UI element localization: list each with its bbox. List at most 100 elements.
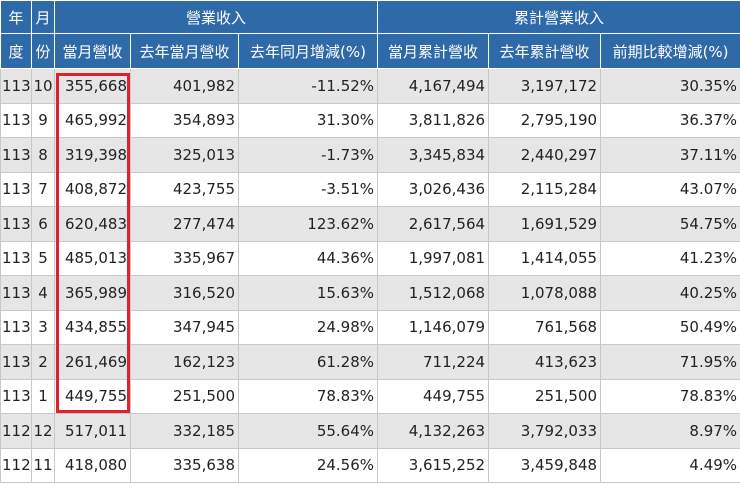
cell-month: 2 [31, 344, 55, 380]
header-year-bottom: 度 [0, 33, 32, 69]
cell-yoy-change: 78.83% [237, 378, 379, 414]
cell-month: 6 [31, 206, 55, 242]
table-row: 113 6 620,483 277,474 123.62% 2,617,564 1,691,… [0, 206, 740, 242]
table-row: 113 8 319,398 325,013 -1.73% 3,345,834 2,440,2… [0, 137, 740, 173]
cell-year: 113 [0, 344, 32, 380]
cell-last-year-monthly-revenue: 401,982 [130, 68, 239, 104]
cell-monthly-revenue: 434,855 [54, 309, 131, 345]
table-row: 112 11 418,080 335,638 24.56% 3,615,252 3,459,… [0, 447, 740, 483]
cell-month: 3 [31, 309, 55, 345]
table-row: 113 7 408,872 423,755 -3.51% 3,026,436 2,115,2… [0, 171, 740, 207]
cell-last-year-cumulative: 2,440,297 [488, 137, 602, 173]
cell-last-year-cumulative: 1,414,055 [488, 240, 602, 276]
cell-yoy-change: 31.30% [237, 102, 379, 138]
cell-monthly-revenue: 408,872 [54, 171, 131, 207]
cell-cumulative-change: 8.97% [600, 413, 740, 449]
cell-cumulative-change: 54.75% [600, 206, 740, 242]
cell-last-year-monthly-revenue: 423,755 [130, 171, 239, 207]
cell-last-year-monthly-revenue: 332,185 [130, 413, 239, 449]
cell-last-year-cumulative: 3,459,848 [488, 447, 602, 483]
cell-yoy-change: 15.63% [237, 275, 379, 311]
cell-yoy-change: 24.56% [237, 447, 379, 483]
cell-cumulative-revenue: 3,615,252 [377, 447, 490, 483]
cell-cumulative-change: 40.25% [600, 275, 740, 311]
cell-last-year-monthly-revenue: 277,474 [130, 206, 239, 242]
cell-last-year-monthly-revenue: 162,123 [130, 344, 239, 380]
header-col-cumulative-change: 前期比較增減(%) [600, 33, 740, 69]
cell-last-year-cumulative: 413,623 [488, 344, 602, 380]
cell-month: 9 [31, 102, 55, 138]
cell-monthly-revenue: 365,989 [54, 275, 131, 311]
cell-monthly-revenue: 449,755 [54, 378, 131, 414]
cell-month: 5 [31, 240, 55, 276]
cell-year: 112 [0, 413, 32, 449]
header-year-top: 年 [0, 0, 32, 34]
header-col-yoy-change: 去年同月增減(%) [237, 33, 379, 69]
table-row: 113 4 365,989 316,520 15.63% 1,512,068 1,078,0… [0, 275, 740, 311]
cell-month: 1 [31, 378, 55, 414]
cell-last-year-cumulative: 1,078,088 [488, 275, 602, 311]
cell-last-year-cumulative: 761,568 [488, 309, 602, 345]
cell-cumulative-revenue: 3,026,436 [377, 171, 490, 207]
cell-yoy-change: 123.62% [237, 206, 379, 242]
cell-cumulative-change: 36.37% [600, 102, 740, 138]
cell-cumulative-revenue: 1,146,079 [377, 309, 490, 345]
table-body: 113 10 355,668 401,982 -11.52% 4,167,494 3,197… [0, 68, 740, 483]
cell-cumulative-change: 41.23% [600, 240, 740, 276]
cell-monthly-revenue: 261,469 [54, 344, 131, 380]
cell-cumulative-revenue: 3,811,826 [377, 102, 490, 138]
cell-last-year-monthly-revenue: 251,500 [130, 378, 239, 414]
cell-year: 113 [0, 68, 32, 104]
cell-last-year-cumulative: 3,197,172 [488, 68, 602, 104]
cell-cumulative-change: 43.07% [600, 171, 740, 207]
cell-month: 8 [31, 137, 55, 173]
cell-yoy-change: 44.36% [237, 240, 379, 276]
cell-last-year-monthly-revenue: 335,967 [130, 240, 239, 276]
cell-yoy-change: -11.52% [237, 68, 379, 104]
table-row: 113 1 449,755 251,500 78.83% 449,755 251,500 78… [0, 378, 740, 414]
header-col-last-year-monthly-revenue: 去年當月營收 [130, 33, 239, 69]
table-row: 112 12 517,011 332,185 55.64% 4,132,263 3,792,… [0, 413, 740, 449]
cell-last-year-monthly-revenue: 325,013 [130, 137, 239, 173]
table-row: 113 9 465,992 354,893 31.30% 3,811,826 2,795,1… [0, 102, 740, 138]
cell-monthly-revenue: 517,011 [54, 413, 131, 449]
table-header: 年 月 營業收入 累計營業收入 度 份 當月營收 去年當月營收 去年同月增減(%… [0, 0, 740, 69]
cell-year: 113 [0, 206, 32, 242]
cell-last-year-cumulative: 2,115,284 [488, 171, 602, 207]
cell-monthly-revenue: 418,080 [54, 447, 131, 483]
cell-yoy-change: -3.51% [237, 171, 379, 207]
cell-year: 113 [0, 275, 32, 311]
cell-last-year-cumulative: 2,795,190 [488, 102, 602, 138]
cell-cumulative-change: 50.49% [600, 309, 740, 345]
cell-month: 4 [31, 275, 55, 311]
header-month-top: 月 [31, 0, 55, 34]
cell-cumulative-revenue: 711,224 [377, 344, 490, 380]
cell-yoy-change: 55.64% [237, 413, 379, 449]
cell-cumulative-revenue: 1,512,068 [377, 275, 490, 311]
table-row: 113 2 261,469 162,123 61.28% 711,224 413,623 71… [0, 344, 740, 380]
cell-month: 11 [31, 447, 55, 483]
cell-cumulative-revenue: 3,345,834 [377, 137, 490, 173]
cell-last-year-monthly-revenue: 335,638 [130, 447, 239, 483]
cell-year: 113 [0, 378, 32, 414]
cell-last-year-monthly-revenue: 347,945 [130, 309, 239, 345]
header-col-last-year-cumulative: 去年累計營收 [488, 33, 602, 69]
cell-cumulative-revenue: 2,617,564 [377, 206, 490, 242]
cell-cumulative-change: 30.35% [600, 68, 740, 104]
header-group-revenue: 營業收入 [53, 0, 379, 34]
cell-cumulative-change: 4.49% [600, 447, 740, 483]
cell-month: 12 [31, 413, 55, 449]
cell-last-year-cumulative: 251,500 [488, 378, 602, 414]
cell-cumulative-change: 78.83% [600, 378, 740, 414]
header-group-cumulative: 累計營業收入 [377, 0, 740, 34]
cell-yoy-change: 61.28% [237, 344, 379, 380]
cell-monthly-revenue: 485,013 [54, 240, 131, 276]
table-row: 113 3 434,855 347,945 24.98% 1,146,079 761,568… [0, 309, 740, 345]
cell-monthly-revenue: 465,992 [54, 102, 131, 138]
cell-last-year-cumulative: 3,792,033 [488, 413, 602, 449]
cell-cumulative-revenue: 4,167,494 [377, 68, 490, 104]
cell-monthly-revenue: 620,483 [54, 206, 131, 242]
cell-yoy-change: -1.73% [237, 137, 379, 173]
